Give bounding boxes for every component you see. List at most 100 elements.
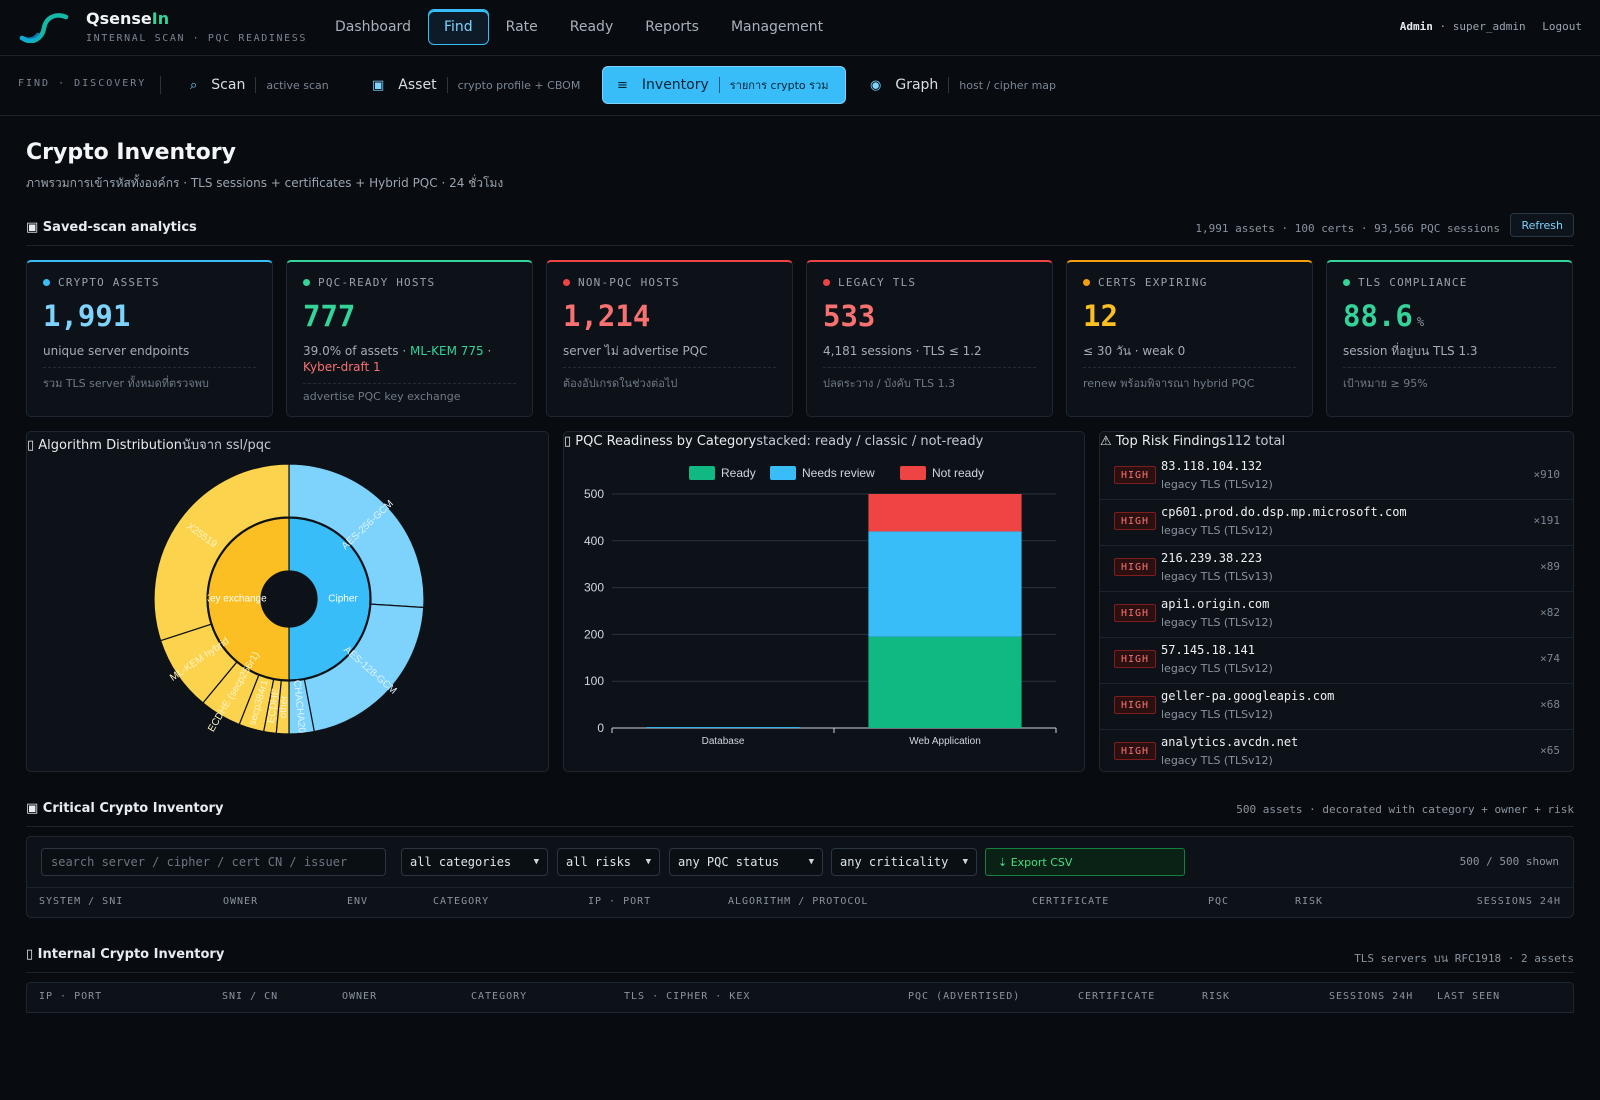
col-category[interactable]: CATEGORY <box>433 896 490 907</box>
risk-level-badge: HIGH <box>1114 742 1157 760</box>
risk-finding-row[interactable]: HIGH 216.239.38.223 legacy TLS (TLSv13) ×89 <box>1100 546 1573 592</box>
subtab-graph[interactable]: ◉ Graph host / cipher map <box>856 66 1070 104</box>
col-algorithm-protocol[interactable]: ALGORITHM / PROTOCOL <box>728 896 869 907</box>
kpi-value-number: 533 <box>823 299 876 333</box>
subnav-divider <box>160 76 161 94</box>
chevron-down-icon: ▼ <box>645 857 651 867</box>
pqc-readiness-bar-chart[interactable]: Ready Needs review Not ready 0 100 200 300 400 5… <box>564 432 1085 772</box>
category-filter-select[interactable]: all categories ▼ <box>401 848 548 876</box>
risk-finding-row[interactable]: HIGH 57.145.18.141 legacy TLS (TLSv12) ×74 <box>1100 638 1573 684</box>
risk-panel-title-text: ⚠ Top Risk Findings <box>1100 434 1227 449</box>
col-sessions-24h[interactable]: SESSIONS 24H <box>1476 896 1561 907</box>
nav-ready[interactable]: Ready <box>569 19 614 35</box>
col-ip-port[interactable]: IP · PORT <box>588 896 652 907</box>
y-tick-label: 200 <box>584 627 604 641</box>
legend-label[interactable]: Not ready <box>932 466 984 480</box>
pqc-status-filter-select[interactable]: any PQC status ▼ <box>669 848 823 876</box>
subtab-inventory-desc: รายการ crypto รวม <box>729 79 829 92</box>
search-input[interactable] <box>41 848 386 876</box>
col-env[interactable]: ENV <box>347 896 369 907</box>
col-pqc[interactable]: PQC <box>1208 896 1230 907</box>
col-ip-port[interactable]: IP · PORT <box>39 991 103 1002</box>
subtab-inventory-label: Inventory <box>641 77 709 93</box>
user-name[interactable]: super_admin <box>1452 20 1526 33</box>
sunburst-inner-slice[interactable] <box>288 517 371 681</box>
bar-segment[interactable] <box>868 494 1022 532</box>
user-menu: Admin · super_admin Logout <box>1400 20 1582 33</box>
x-tick-label: Web Application <box>909 736 981 747</box>
sunburst-outer-slice[interactable] <box>263 678 282 735</box>
category-filter-value: all categories <box>410 855 512 869</box>
nav-reports[interactable]: Reports <box>645 19 699 35</box>
refresh-button[interactable]: Refresh <box>1510 213 1574 237</box>
risk-finding-row[interactable]: HIGH analytics.avcdn.net legacy TLS (TLSv1… <box>1100 730 1573 771</box>
col-system-sni[interactable]: SYSTEM / SNI <box>39 896 124 907</box>
rows-shown-count: 500 / 500 shown <box>1459 855 1559 868</box>
kpi-value-number: 1,214 <box>563 299 651 333</box>
col-owner[interactable]: OWNER <box>342 991 378 1002</box>
readiness-panel-title-text: ▯ PQC Readiness by Category <box>564 434 757 449</box>
legend-swatch[interactable] <box>900 466 926 480</box>
bar-segment[interactable] <box>646 727 800 728</box>
subtab-divider <box>948 77 950 93</box>
col-tls-cipher-kex[interactable]: TLS · CIPHER · KEX <box>624 991 751 1002</box>
risk-finding-row[interactable]: HIGH geller-pa.googleapis.com legacy TLS (… <box>1100 684 1573 730</box>
kpi-label: LEGACY TLS <box>823 276 1036 289</box>
subtab-asset[interactable]: ▣ Asset crypto profile + CBOM <box>358 66 594 104</box>
col-risk[interactable]: RISK <box>1202 991 1231 1002</box>
sunburst-outer-slice[interactable] <box>238 674 275 733</box>
risk-finding-row[interactable]: HIGH 83.118.104.132 legacy TLS (TLSv12) ×91… <box>1100 454 1573 500</box>
bar-segment[interactable] <box>868 531 1022 637</box>
col-certificate[interactable]: CERTIFICATE <box>1078 991 1156 1002</box>
subnav-label: FIND · DISCOVERY <box>18 78 147 89</box>
kpi-subtext-main: 39.0% of assets · <box>303 344 410 358</box>
nav-management[interactable]: Management <box>730 19 824 35</box>
legend-swatch[interactable] <box>770 466 796 480</box>
user-role[interactable]: Admin <box>1399 20 1433 33</box>
sunburst-outer-slice[interactable] <box>275 679 290 735</box>
col-last-seen[interactable]: LAST SEEN <box>1437 991 1501 1002</box>
y-tick-label: 300 <box>584 581 604 595</box>
col-certificate[interactable]: CERTIFICATE <box>1032 896 1110 907</box>
bar-segment[interactable] <box>868 636 1022 728</box>
nav-rate[interactable]: Rate <box>505 19 538 35</box>
risk-filter-select[interactable]: all risks ▼ <box>557 848 660 876</box>
algorithm-panel-title-text: ▯ Algorithm Distribution <box>27 438 182 453</box>
legend-label[interactable]: Needs review <box>802 466 875 480</box>
risk-count: ×82 <box>1540 606 1560 619</box>
sunburst-outer-slice[interactable] <box>159 623 238 704</box>
risk-host: 83.118.104.132 <box>1161 459 1263 473</box>
kpi-subtext-alert: Kyber-draft 1 <box>303 360 381 374</box>
kpi-footnote: ปลดระวาง / บังคับ TLS 1.3 <box>823 367 1036 392</box>
export-csv-button[interactable]: ⇣ Export CSV <box>985 848 1185 876</box>
brand-name[interactable]: QsenseIn <box>86 9 169 28</box>
chevron-down-icon: ▼ <box>533 857 539 867</box>
sunburst-outer-slice[interactable] <box>288 463 425 609</box>
sunburst-outer-slice[interactable] <box>153 463 290 642</box>
kpi-subtext-sep: · <box>483 344 492 358</box>
criticality-filter-select[interactable]: any criticality ▼ <box>831 848 977 876</box>
logout-link[interactable]: Logout <box>1542 20 1582 33</box>
nav-find[interactable]: Find <box>427 9 489 45</box>
qsense-logo-icon[interactable] <box>18 11 70 43</box>
sunburst-inner-slice[interactable] <box>207 517 290 681</box>
col-sni-cn[interactable]: SNI / CN <box>222 991 279 1002</box>
kpi-subtext-main: 4,181 sessions · TLS ≤ 1.2 <box>823 344 982 358</box>
legend-swatch[interactable] <box>689 466 715 480</box>
analytics-header: ▣ Saved-scan analytics 1,991 assets · 10… <box>26 213 1574 246</box>
subtab-inventory[interactable]: ≡ Inventory รายการ crypto รวม <box>602 66 846 104</box>
main-nav: Dashboard Find Rate Ready Reports Manage… <box>320 9 840 45</box>
sunburst-inner-label: Cipher <box>328 594 358 605</box>
col-owner[interactable]: OWNER <box>223 896 259 907</box>
risk-finding-row[interactable]: HIGH cp601.prod.do.dsp.mp.microsoft.com le… <box>1100 500 1573 546</box>
col-pqc-advertised[interactable]: PQC (ADVERTISED) <box>908 991 1021 1002</box>
subtab-scan[interactable]: ⌕ Scan active scan <box>176 66 343 104</box>
nav-dashboard[interactable]: Dashboard <box>335 19 411 35</box>
col-sessions-24h[interactable]: SESSIONS 24H <box>1329 991 1414 1002</box>
legend-label[interactable]: Ready <box>721 466 756 480</box>
col-risk[interactable]: RISK <box>1295 896 1324 907</box>
risk-finding-row[interactable]: HIGH api1.origin.com legacy TLS (TLSv12) ×8… <box>1100 592 1573 638</box>
readiness-panel-hint: stacked: ready / classic / not-ready <box>756 434 984 449</box>
col-category[interactable]: CATEGORY <box>471 991 528 1002</box>
